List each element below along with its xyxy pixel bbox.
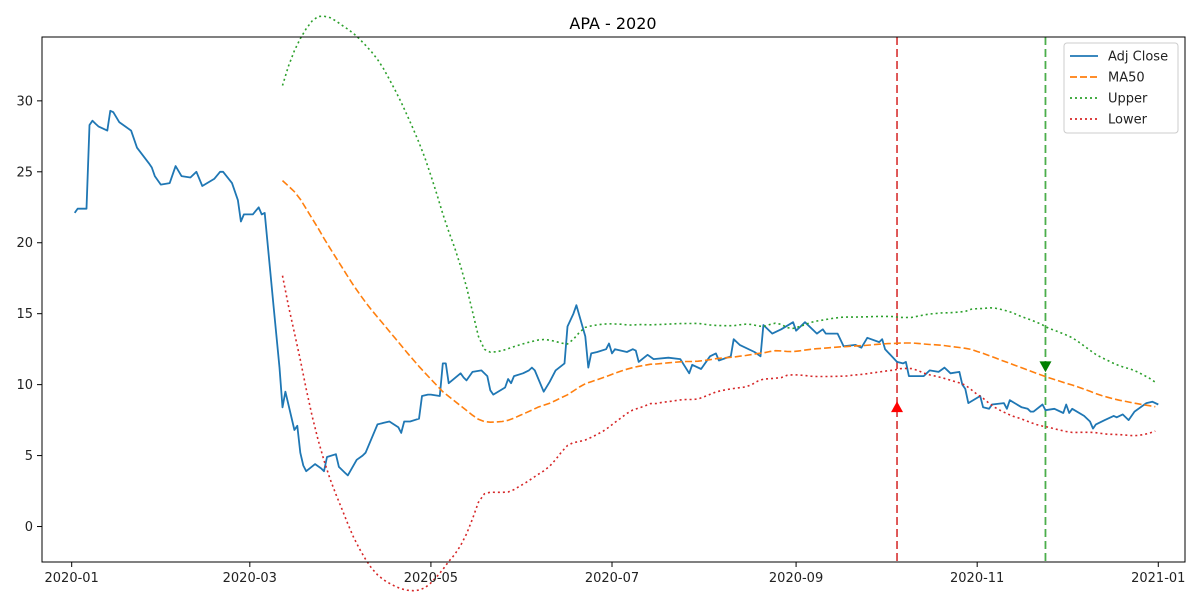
series-line-lower	[281, 275, 1156, 592]
series-line-upper	[281, 15, 1156, 383]
buy-marker	[891, 401, 904, 413]
y-tick-label: 20	[16, 236, 33, 251]
x-tick-label: 2020-11	[950, 571, 1004, 586]
plot-area	[42, 37, 1185, 562]
vline-layer	[896, 37, 1047, 562]
y-tick-label: 10	[16, 378, 33, 393]
legend-box	[1063, 42, 1179, 134]
marker-layer	[891, 361, 1052, 413]
legend-label: Lower	[1108, 113, 1148, 128]
x-tick-label: 2021-01	[1131, 571, 1185, 586]
x-tick-label: 2020-03	[223, 571, 277, 586]
sell-marker	[1039, 361, 1052, 373]
series-line-ma50	[281, 180, 1156, 423]
y-axis: 0 5 10 15 20 25 30	[16, 94, 42, 535]
legend-label: MA50	[1108, 71, 1145, 86]
plot-frame	[41, 36, 1186, 563]
series-layer	[73, 15, 1159, 592]
x-tick-label: 2020-09	[769, 571, 823, 586]
legend-label: Upper	[1108, 92, 1148, 107]
legend-label: Adj Close	[1108, 50, 1168, 65]
y-tick-label: 30	[16, 94, 33, 109]
x-tick-label: 2020-01	[45, 571, 99, 586]
chart-title: APA - 2020	[569, 14, 656, 33]
y-tick-label: 15	[16, 307, 33, 322]
x-tick-label: 2020-07	[585, 571, 639, 586]
legend: Adj Close MA50 Upper Lower	[1063, 42, 1179, 134]
y-tick-label: 0	[25, 520, 33, 535]
x-axis: 2020-01 2020-03 2020-05 2020-07 2020-09 2020-…	[45, 562, 1185, 586]
y-tick-label: 5	[25, 449, 33, 464]
y-tick-label: 25	[16, 165, 33, 180]
x-tick-label: 2020-05	[404, 571, 458, 586]
